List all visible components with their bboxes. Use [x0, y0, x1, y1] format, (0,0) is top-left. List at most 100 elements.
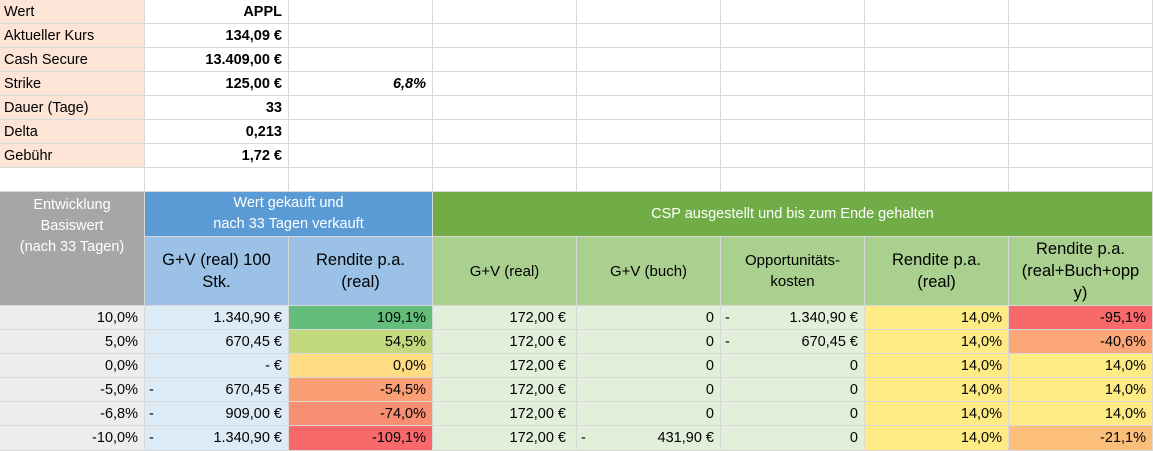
cell-rendite-real-2[interactable]: 14,0%: [865, 306, 1009, 330]
empty-cell[interactable]: [1009, 0, 1153, 24]
param-extra-cell[interactable]: [289, 48, 433, 72]
subheader-gv-real[interactable]: G+V (real): [433, 237, 577, 306]
cell-entwicklung[interactable]: -5,0%: [0, 378, 145, 402]
empty-cell[interactable]: [865, 144, 1009, 168]
empty-cell[interactable]: [1009, 48, 1153, 72]
cell-rendite-all[interactable]: -21,1%: [1009, 426, 1153, 451]
cell-opp-kosten[interactable]: - 1.340,90 €: [721, 306, 865, 330]
cell-gv-100[interactable]: 670,45 €: [145, 330, 289, 354]
cell-gv-real[interactable]: 172,00 €: [433, 426, 577, 451]
cell-gv-100[interactable]: - 909,00 €: [145, 402, 289, 426]
empty-cell[interactable]: [1009, 24, 1153, 48]
subheader-gv-buch[interactable]: G+V (buch): [577, 237, 721, 306]
cell-entwicklung[interactable]: -6,8%: [0, 402, 145, 426]
cell-gv-100[interactable]: - €: [145, 354, 289, 378]
header-entwicklung[interactable]: Entwicklung Basiswert (nach 33 Tagen): [0, 192, 145, 306]
empty-cell[interactable]: [865, 0, 1009, 24]
cell-rendite-real[interactable]: 54,5%: [289, 330, 433, 354]
cell-opp-kosten[interactable]: 0: [721, 402, 865, 426]
param-label-cell[interactable]: Gebühr: [0, 144, 145, 168]
cell-rendite-real-2[interactable]: 14,0%: [865, 330, 1009, 354]
cell-entwicklung[interactable]: 10,0%: [0, 306, 145, 330]
cell-gv-real[interactable]: 172,00 €: [433, 330, 577, 354]
cell-rendite-real[interactable]: -54,5%: [289, 378, 433, 402]
cell-opp-kosten[interactable]: 0: [721, 378, 865, 402]
empty-cell[interactable]: [433, 24, 577, 48]
cell-gv-buch[interactable]: 0: [577, 378, 721, 402]
param-label-cell[interactable]: Dauer (Tage): [0, 96, 145, 120]
param-value-cell[interactable]: 13.409,00 €: [145, 48, 289, 72]
param-value-cell[interactable]: 125,00 €: [145, 72, 289, 96]
cell-rendite-all[interactable]: -95,1%: [1009, 306, 1153, 330]
cell-gv-real[interactable]: 172,00 €: [433, 402, 577, 426]
param-value-cell[interactable]: 134,09 €: [145, 24, 289, 48]
empty-cell[interactable]: [433, 96, 577, 120]
empty-cell[interactable]: [145, 168, 289, 192]
empty-cell[interactable]: [865, 72, 1009, 96]
cell-entwicklung[interactable]: 0,0%: [0, 354, 145, 378]
empty-cell[interactable]: [433, 72, 577, 96]
param-value-cell[interactable]: 1,72 €: [145, 144, 289, 168]
empty-cell[interactable]: [1009, 72, 1153, 96]
subheader-rendite-real[interactable]: Rendite p.a. (real): [289, 237, 433, 306]
cell-rendite-real[interactable]: 0,0%: [289, 354, 433, 378]
empty-cell[interactable]: [433, 48, 577, 72]
cell-rendite-all[interactable]: 14,0%: [1009, 402, 1153, 426]
empty-cell[interactable]: [433, 144, 577, 168]
header-wert-gekauft[interactable]: Wert gekauft und nach 33 Tagen verkauft: [145, 192, 433, 237]
cell-opp-kosten[interactable]: 0: [721, 354, 865, 378]
cell-rendite-real-2[interactable]: 14,0%: [865, 378, 1009, 402]
cell-gv-buch[interactable]: 0: [577, 330, 721, 354]
empty-cell[interactable]: [0, 168, 145, 192]
cell-gv-buch[interactable]: - 431,90 €: [577, 426, 721, 451]
param-value-cell[interactable]: 33: [145, 96, 289, 120]
empty-cell[interactable]: [577, 144, 721, 168]
subheader-rendite-real-2[interactable]: Rendite p.a. (real): [865, 237, 1009, 306]
empty-cell[interactable]: [1009, 120, 1153, 144]
empty-cell[interactable]: [577, 96, 721, 120]
param-label-cell[interactable]: Aktueller Kurs: [0, 24, 145, 48]
cell-gv-real[interactable]: 172,00 €: [433, 378, 577, 402]
empty-cell[interactable]: [433, 168, 577, 192]
param-extra-cell[interactable]: [289, 120, 433, 144]
empty-cell[interactable]: [721, 96, 865, 120]
empty-cell[interactable]: [721, 48, 865, 72]
param-value-cell[interactable]: 0,213: [145, 120, 289, 144]
empty-cell[interactable]: [577, 24, 721, 48]
empty-cell[interactable]: [865, 48, 1009, 72]
empty-cell[interactable]: [865, 120, 1009, 144]
cell-gv-buch[interactable]: 0: [577, 306, 721, 330]
empty-cell[interactable]: [433, 0, 577, 24]
empty-cell[interactable]: [721, 144, 865, 168]
empty-cell[interactable]: [865, 24, 1009, 48]
empty-cell[interactable]: [1009, 144, 1153, 168]
cell-gv-real[interactable]: 172,00 €: [433, 306, 577, 330]
cell-rendite-all[interactable]: 14,0%: [1009, 354, 1153, 378]
cell-entwicklung[interactable]: -10,0%: [0, 426, 145, 451]
empty-cell[interactable]: [577, 168, 721, 192]
param-extra-cell[interactable]: [289, 96, 433, 120]
empty-cell[interactable]: [721, 72, 865, 96]
param-extra-cell[interactable]: [289, 0, 433, 24]
param-label-cell[interactable]: Delta: [0, 120, 145, 144]
cell-rendite-real-2[interactable]: 14,0%: [865, 402, 1009, 426]
empty-cell[interactable]: [289, 168, 433, 192]
subheader-gv-real-100[interactable]: G+V (real) 100 Stk.: [145, 237, 289, 306]
cell-rendite-real-2[interactable]: 14,0%: [865, 354, 1009, 378]
cell-rendite-real[interactable]: -109,1%: [289, 426, 433, 451]
empty-cell[interactable]: [577, 72, 721, 96]
param-extra-cell[interactable]: 6,8%: [289, 72, 433, 96]
empty-cell[interactable]: [577, 0, 721, 24]
cell-gv-buch[interactable]: 0: [577, 402, 721, 426]
subheader-opp-kosten[interactable]: Opportunitäts-kosten: [721, 237, 865, 306]
empty-cell[interactable]: [433, 120, 577, 144]
empty-cell[interactable]: [721, 168, 865, 192]
cell-gv-real[interactable]: 172,00 €: [433, 354, 577, 378]
cell-gv-100[interactable]: 1.340,90 €: [145, 306, 289, 330]
empty-cell[interactable]: [865, 96, 1009, 120]
cell-entwicklung[interactable]: 5,0%: [0, 330, 145, 354]
cell-rendite-real-2[interactable]: 14,0%: [865, 426, 1009, 451]
empty-cell[interactable]: [721, 24, 865, 48]
cell-gv-100[interactable]: - 670,45 €: [145, 378, 289, 402]
cell-opp-kosten[interactable]: - 670,45 €: [721, 330, 865, 354]
